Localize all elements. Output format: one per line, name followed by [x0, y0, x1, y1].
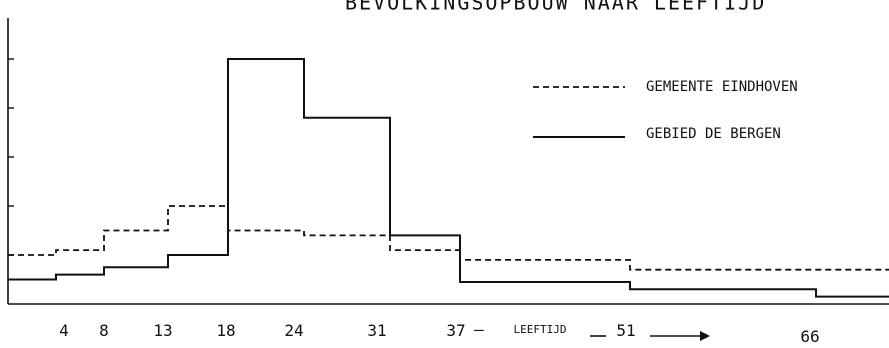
- xlabel-dash: –: [474, 320, 484, 339]
- x-tick-label-8: 8: [99, 321, 109, 340]
- x-tick-label-66: 66: [800, 327, 819, 346]
- series-layer: [8, 58, 889, 298]
- x-tick-label-13: 13: [153, 321, 172, 340]
- series-line-eindhoven: [8, 205, 889, 271]
- series-line-de-bergen: [8, 58, 889, 298]
- x-tick-label-37: 37: [446, 321, 465, 340]
- y-ticks: [8, 58, 14, 256]
- chart-title: BEVOLKINGSOPBOUW NAAR LEEFTIJD: [345, 0, 766, 15]
- x-tick-label-31: 31: [367, 321, 386, 340]
- x-axis-arrow-head: [700, 331, 710, 341]
- x-tick-label-4: 4: [59, 321, 69, 340]
- x-tick-label-51: 51: [616, 321, 635, 340]
- x-axis-label: LEEFTIJD: [514, 323, 567, 336]
- legend-label-eindhoven: GEMEENTE EINDHOVEN: [646, 79, 798, 95]
- x-tick-labels: 4 8 13 18 24 31 37 51 66: [59, 321, 819, 346]
- legend: GEMEENTE EINDHOVEN GEBIED DE BERGEN: [533, 79, 798, 142]
- x-tick-label-18: 18: [216, 321, 235, 340]
- legend-label-de-bergen: GEBIED DE BERGEN: [646, 126, 781, 142]
- x-tick-label-24: 24: [284, 321, 303, 340]
